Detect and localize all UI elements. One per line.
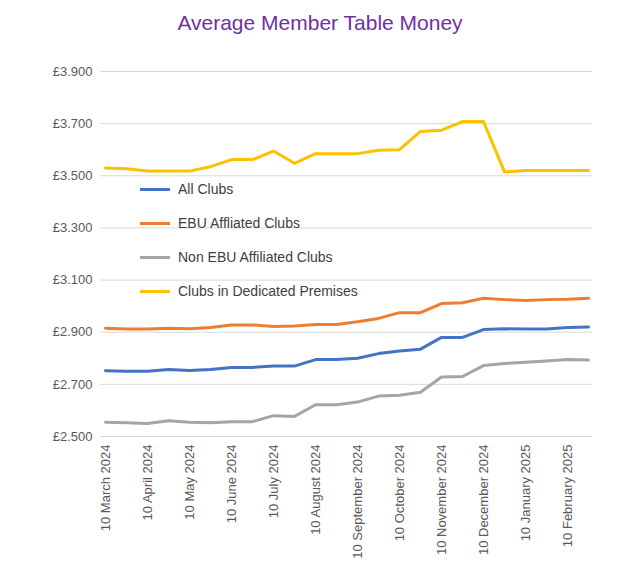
- svg-text:£3.500: £3.500: [53, 168, 93, 183]
- svg-text:10 June 2024: 10 June 2024: [224, 445, 239, 524]
- svg-text:10 July 2024: 10 July 2024: [266, 445, 281, 519]
- svg-text:£2.500: £2.500: [53, 429, 93, 444]
- html-text:Non EBU Affiliated Clubs: Non EBU Affiliated Clubs: [178, 249, 333, 265]
- svg-text:10 August 2024: 10 August 2024: [308, 445, 323, 535]
- html-text:EBU Affliated Clubs: EBU Affliated Clubs: [178, 215, 300, 231]
- svg-text:10 November 2024: 10 November 2024: [434, 445, 449, 556]
- svg-text:10 March 2024: 10 March 2024: [98, 445, 113, 532]
- svg-text:£3.700: £3.700: [53, 116, 93, 131]
- svg-text:10 October 2024: 10 October 2024: [392, 445, 407, 542]
- svg-text:£2.900: £2.900: [53, 324, 93, 339]
- svg-text:£3.100: £3.100: [53, 272, 93, 287]
- svg-text:£3.900: £3.900: [53, 64, 93, 79]
- svg-text:10 January 2025: 10 January 2025: [518, 445, 533, 542]
- svg-text:10 February 2025: 10 February 2025: [560, 445, 575, 548]
- html-text:Average Member Table Money: Average Member Table Money: [177, 11, 463, 34]
- svg-text:10 September 2024: 10 September 2024: [350, 445, 365, 559]
- svg-text:10 April 2024: 10 April 2024: [140, 445, 155, 521]
- svg-text:£3.300: £3.300: [53, 220, 93, 235]
- svg-text:10 December 2024: 10 December 2024: [476, 445, 491, 556]
- svg-text:10 May 2024: 10 May 2024: [182, 445, 197, 520]
- html-text:Clubs in Dedicated Premises: Clubs in Dedicated Premises: [178, 283, 358, 299]
- svg-text:£2.700: £2.700: [53, 377, 93, 392]
- html-text:All Clubs: All Clubs: [178, 181, 234, 197]
